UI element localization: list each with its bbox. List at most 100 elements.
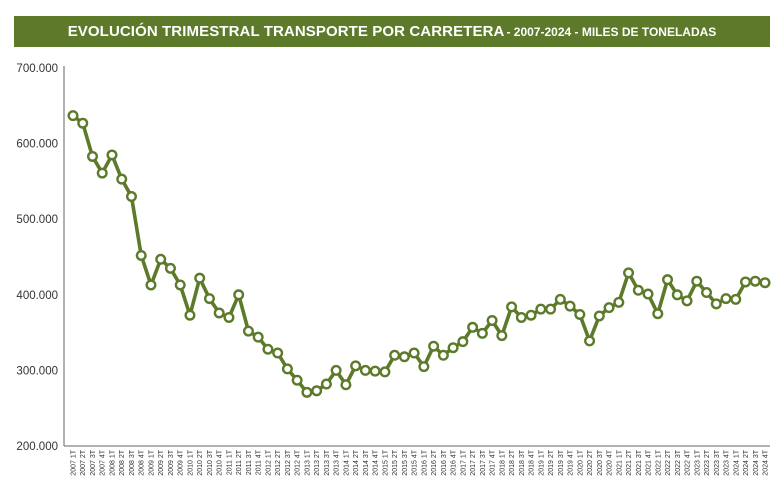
x-tick-label: 2017 2T xyxy=(470,449,477,475)
x-tick-label: 2019 4T xyxy=(568,449,575,475)
data-point xyxy=(691,275,703,287)
data-point xyxy=(320,378,332,390)
x-tick-label: 2015 2T xyxy=(392,449,399,475)
data-point xyxy=(398,351,410,363)
y-tick-label: 600.000 xyxy=(16,139,58,151)
x-tick-label: 2014 1T xyxy=(343,449,350,475)
x-tick-label: 2022 1T xyxy=(655,449,662,475)
data-point xyxy=(701,287,713,299)
data-point xyxy=(145,279,157,291)
data-point xyxy=(311,385,323,397)
data-point xyxy=(291,374,303,386)
x-tick-label: 2018 1T xyxy=(499,449,506,475)
data-point xyxy=(730,293,742,305)
x-tick-label: 2019 3T xyxy=(558,449,565,475)
data-point xyxy=(603,302,615,314)
x-tick-label: 2017 1T xyxy=(460,449,467,475)
y-tick-label: 200.000 xyxy=(16,441,58,453)
data-point xyxy=(252,331,264,343)
data-point xyxy=(213,307,225,319)
x-tick-label: 2024 2T xyxy=(743,449,750,475)
x-tick-label: 2013 3T xyxy=(324,449,331,475)
data-point xyxy=(564,300,576,312)
x-tick-label: 2010 2T xyxy=(197,449,204,475)
x-tick-label: 2008 1T xyxy=(109,449,116,475)
chart-title-bar: EVOLUCIÓN TRIMESTRAL TRANSPORTE POR CARR… xyxy=(14,16,770,47)
x-tick-label: 2024 3T xyxy=(753,449,760,475)
data-point xyxy=(613,296,625,308)
x-tick-label: 2011 2T xyxy=(236,449,243,475)
data-point xyxy=(301,386,313,398)
x-tick-label: 2023 3T xyxy=(714,449,721,475)
x-tick-label: 2015 4T xyxy=(412,449,419,475)
data-point xyxy=(476,327,488,339)
x-tick-label: 2013 1T xyxy=(304,449,311,475)
data-point xyxy=(652,308,664,320)
data-point xyxy=(242,325,254,337)
data-point xyxy=(506,301,518,313)
y-tick-label: 300.000 xyxy=(16,365,58,377)
x-tick-label: 2016 4T xyxy=(451,449,458,475)
x-tick-label: 2019 1T xyxy=(538,449,545,475)
data-point xyxy=(545,303,557,315)
x-tick-label: 2019 2T xyxy=(548,449,555,475)
x-tick-label: 2007 3T xyxy=(90,449,97,475)
data-point xyxy=(515,311,527,323)
x-tick-label: 2009 4T xyxy=(178,449,185,475)
x-tick-label: 2015 1T xyxy=(382,449,389,475)
data-point xyxy=(574,308,586,320)
data-point xyxy=(525,309,537,321)
x-tick-label: 2021 2T xyxy=(626,449,633,475)
x-tick-label: 2017 3T xyxy=(480,449,487,475)
x-tick-label: 2015 3T xyxy=(402,449,409,475)
data-point xyxy=(125,191,137,203)
data-point xyxy=(262,343,274,355)
y-tick-label: 700.000 xyxy=(16,63,58,75)
x-tick-label: 2021 1T xyxy=(616,449,623,475)
y-tick-label: 400.000 xyxy=(16,290,58,302)
x-tick-label: 2018 4T xyxy=(529,449,536,475)
data-point xyxy=(535,303,547,315)
data-point xyxy=(281,363,293,375)
data-point xyxy=(759,277,771,289)
x-tick-label: 2007 1T xyxy=(71,449,78,475)
x-tick-label: 2009 2T xyxy=(158,449,165,475)
data-point xyxy=(330,364,342,376)
data-point xyxy=(350,360,362,372)
data-point xyxy=(155,253,167,265)
data-point xyxy=(418,361,430,373)
y-tick-label: 500.000 xyxy=(16,214,58,226)
x-tick-label: 2024 4T xyxy=(763,449,770,475)
x-tick-label: 2022 3T xyxy=(675,449,682,475)
x-tick-label: 2011 1T xyxy=(226,449,233,475)
x-tick-label: 2016 3T xyxy=(441,449,448,475)
x-tick-label: 2013 2T xyxy=(314,449,321,475)
data-point xyxy=(135,249,147,261)
data-point xyxy=(447,342,459,354)
x-tick-label: 2023 2T xyxy=(704,449,711,475)
x-tick-label: 2020 1T xyxy=(577,449,584,475)
chart-subtitle: - 2007-2024 - MILES DE TONELADAS xyxy=(506,24,717,39)
x-tick-label: 2008 3T xyxy=(129,449,136,475)
data-point xyxy=(467,321,479,333)
data-point xyxy=(223,311,235,323)
data-point xyxy=(203,293,215,305)
data-point xyxy=(623,267,635,279)
x-tick-label: 2008 2T xyxy=(119,449,126,475)
x-tick-label: 2020 4T xyxy=(607,449,614,475)
data-point xyxy=(106,149,118,161)
data-point xyxy=(740,276,752,288)
x-tick-label: 2014 3T xyxy=(363,449,370,475)
x-tick-label: 2014 2T xyxy=(353,449,360,475)
data-point xyxy=(96,167,108,179)
data-point xyxy=(164,262,176,274)
data-point xyxy=(662,274,674,286)
x-tick-label: 2010 1T xyxy=(187,449,194,475)
data-point xyxy=(116,173,128,185)
x-tick-label: 2021 3T xyxy=(636,449,643,475)
data-point xyxy=(272,347,284,359)
data-point xyxy=(174,279,186,291)
data-point xyxy=(428,340,440,352)
data-point xyxy=(584,335,596,347)
